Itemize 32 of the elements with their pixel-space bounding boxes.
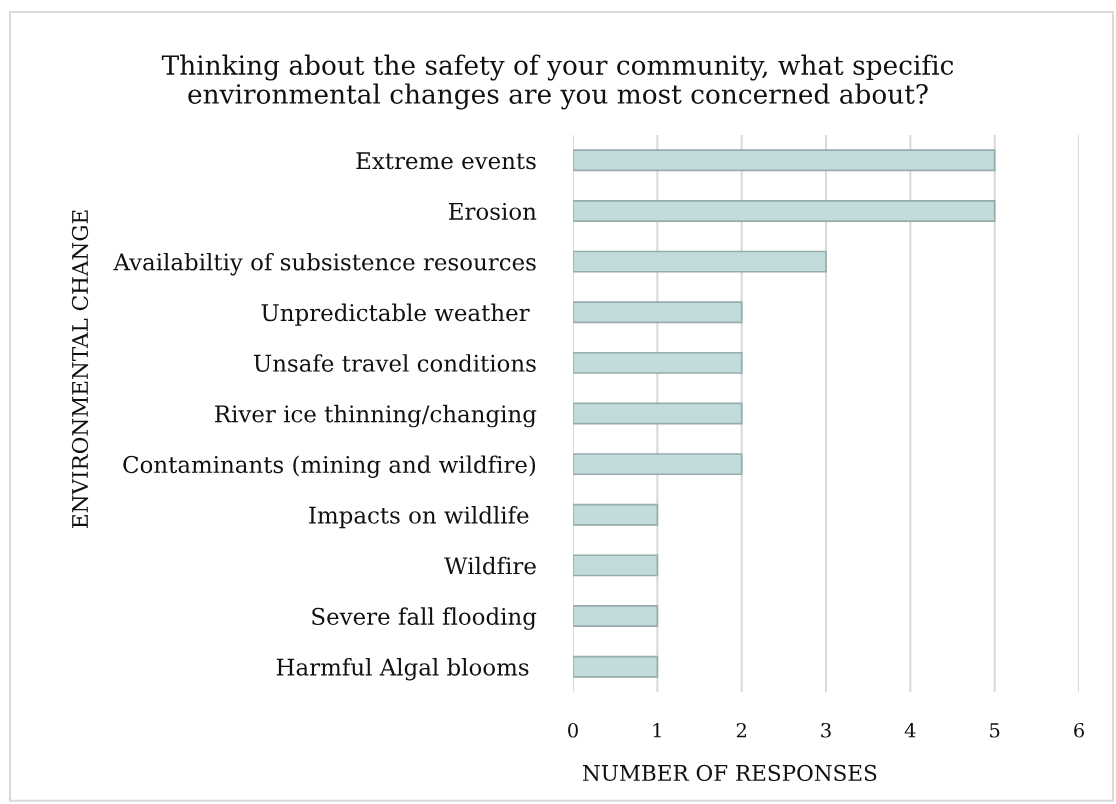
x-tick-label: 4 [904,722,916,738]
x-axis-title: NUMBER OF RESPONSES [582,764,877,782]
y-tick-label: Availabiltiy of subsistence resources [113,252,536,276]
bar [573,199,996,222]
y-tick-label: Harmful Algal blooms [276,657,529,681]
y-tick-label: Wildfire [444,556,536,575]
x-tick-label: 2 [736,722,746,738]
chart-title: Thinking about the safety of your community, what specific environmental changes are you most concerned about? [161,54,954,110]
y-tick-label: Unsafe travel conditions [253,354,536,372]
x-tick-label: 5 [990,723,1000,738]
y-tick-label: Impacts on wildlife [309,506,529,529]
bar [573,402,743,425]
bar [573,453,743,476]
y-tick-label: Extreme events [356,152,536,170]
x-tick-label: 6 [1074,722,1084,738]
bar [573,655,659,678]
bar [573,554,659,577]
y-tick-label: Contaminants (mining and wildfire) [123,455,536,478]
bar [573,503,659,526]
x-tick-label: 1 [653,722,661,738]
bar [573,149,996,172]
bar [573,605,659,628]
x-tick-label: 0 [568,722,578,738]
y-tick-label: River ice thinning/changing [215,404,537,428]
y-tick-label: Erosion [449,202,537,220]
x-tick-label: 3 [821,722,831,738]
bar [573,351,743,374]
y-axis-title: ENVIRONMENTAL CHANGE [71,210,89,528]
bar [573,301,743,324]
y-tick-label: Severe fall flooding [312,607,537,630]
bar [573,250,827,273]
y-tick-label: Unpredictable weather [261,303,530,326]
